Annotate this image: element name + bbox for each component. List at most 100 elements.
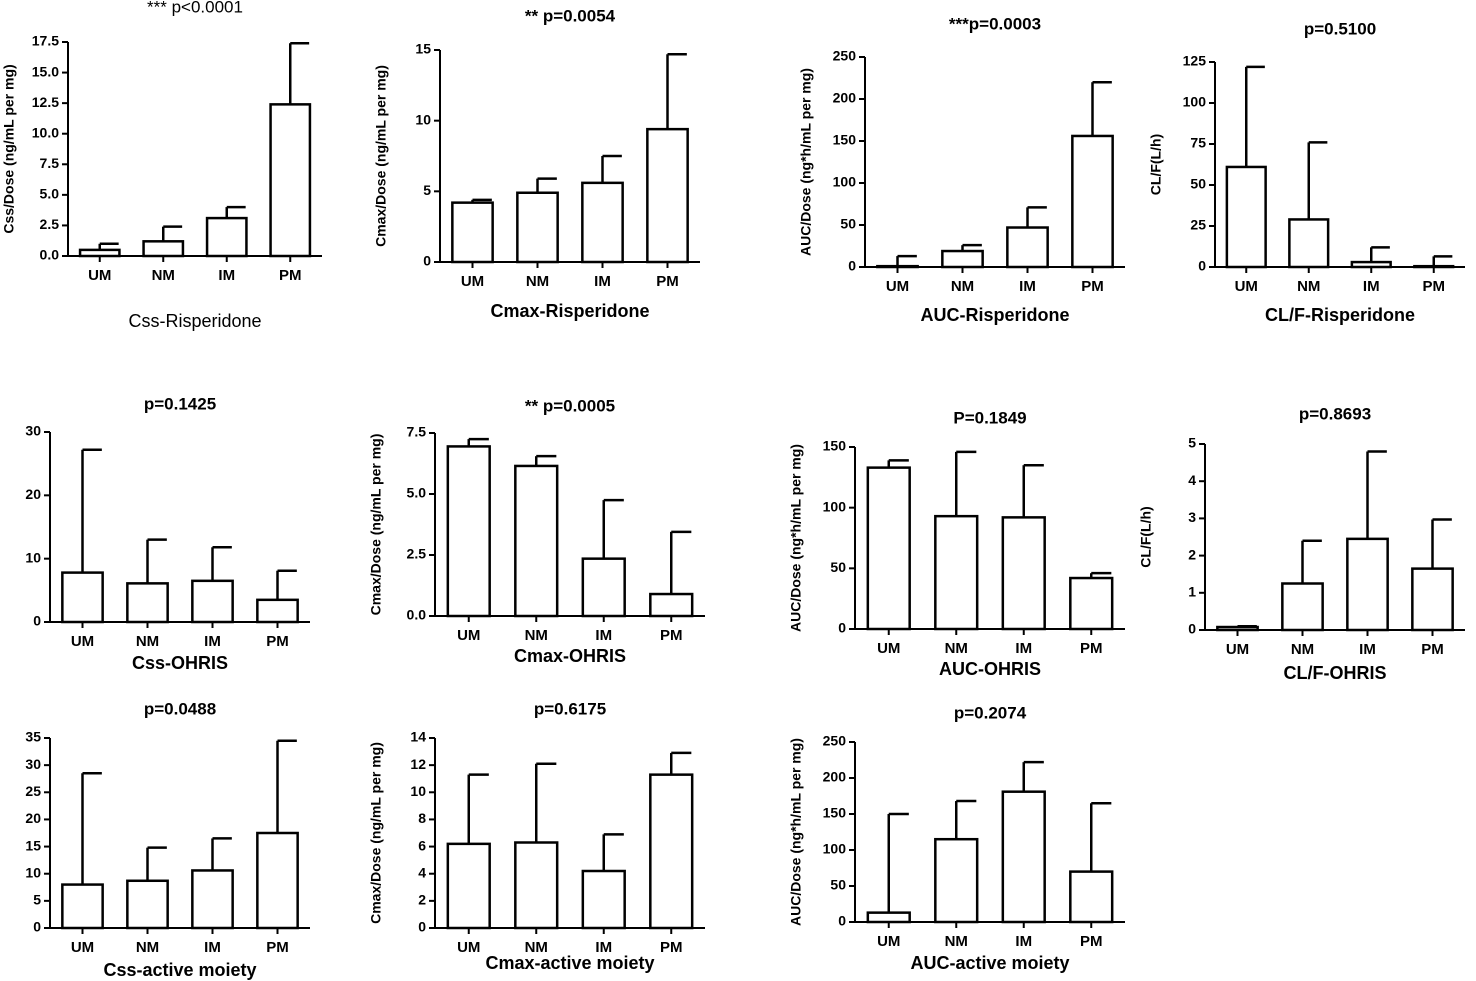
y-tick-label: 0 (1188, 621, 1196, 637)
bar (1069, 576, 1114, 631)
x-tick-label: IM (218, 267, 235, 284)
x-tick-label: IM (1359, 641, 1376, 658)
y-axis-title: AUC/Dose (ng*h/mL per mg) (788, 444, 804, 632)
x-tick-label: PM (1080, 640, 1103, 657)
y-tick-label: 17.5 (32, 33, 59, 49)
y-tick-label: 30 (25, 756, 41, 772)
y-tick-label: 2.5 (407, 546, 427, 562)
y-tick-label: 0 (33, 919, 41, 935)
x-tick-label: NM (1297, 278, 1320, 295)
y-tick-label: 10 (415, 111, 431, 127)
y-tick-label: 0.0 (407, 607, 427, 623)
bar (451, 201, 494, 264)
x-tick-label: UM (71, 633, 94, 650)
y-tick-label: 2 (1188, 546, 1196, 562)
x-tick-label: IM (1015, 640, 1032, 657)
y-tick-label: 6 (418, 837, 426, 853)
bar (1281, 582, 1324, 632)
bar (866, 911, 911, 924)
panel: ** p=0.0054 Cmax-Risperidone Cmax/Dose (ng… (373, 6, 700, 321)
y-tick-label: 50 (830, 877, 846, 893)
bar (934, 837, 979, 924)
y-tick-label: 12.5 (32, 94, 59, 110)
x-tick-label: IM (1363, 278, 1380, 295)
x-axis-title: CL/F-Risperidone (1265, 305, 1415, 325)
x-tick-label: NM (525, 627, 548, 644)
x-tick-label: PM (1423, 278, 1446, 295)
y-tick-label: 5 (33, 892, 41, 908)
x-axis-title: CL/F-OHRIS (1284, 663, 1387, 683)
panel-title: p=0.8693 (1299, 404, 1371, 423)
y-axis-title: CL/F(L/h) (1138, 506, 1154, 567)
bar (581, 181, 624, 264)
x-axis-title: Cmax-Risperidone (490, 301, 649, 321)
bar (1069, 870, 1114, 924)
x-tick-label: NM (945, 640, 968, 657)
y-tick-label: 125 (1183, 53, 1207, 69)
panel-title: ** p=0.0054 (525, 6, 616, 25)
y-tick-label: 75 (1190, 135, 1206, 151)
x-tick-label: PM (660, 939, 683, 956)
bar (256, 598, 299, 624)
y-tick-label: 100 (1183, 94, 1207, 110)
y-tick-label: 150 (823, 438, 847, 454)
x-axis-title: Css-OHRIS (132, 653, 228, 673)
y-axis-title: AUC/Dose (ng*h/mL per mg) (798, 68, 814, 256)
bar (1001, 790, 1046, 924)
y-tick-label: 1 (1188, 584, 1196, 600)
x-axis-title: Cmax-active moiety (485, 953, 654, 973)
bar (516, 191, 559, 264)
y-tick-label: 2.5 (40, 216, 60, 232)
y-tick-label: 8 (418, 810, 426, 826)
bar (446, 445, 491, 618)
panel-title: *** p<0.0001 (147, 0, 243, 16)
y-tick-label: 7.5 (407, 424, 427, 440)
y-tick-label: 200 (833, 90, 857, 106)
x-tick-label: PM (1081, 278, 1104, 295)
x-tick-label: PM (266, 939, 289, 956)
bar (61, 571, 104, 624)
y-tick-label: 200 (823, 769, 847, 785)
panel-title: ** p=0.0005 (525, 396, 615, 415)
y-axis-title: Cmax/Dose (ng/mL per mg) (368, 742, 384, 924)
y-tick-label: 250 (833, 48, 857, 64)
bar (142, 240, 185, 258)
y-tick-label: 10 (410, 783, 426, 799)
x-tick-label: PM (656, 273, 679, 290)
x-tick-label: IM (595, 627, 612, 644)
y-tick-label: 14 (410, 729, 426, 745)
bar (126, 879, 169, 930)
y-tick-label: 20 (25, 486, 41, 502)
x-axis-title: AUC-Risperidone (920, 305, 1069, 325)
bar (269, 103, 312, 258)
y-tick-label: 0 (418, 919, 426, 935)
x-tick-label: UM (457, 627, 480, 644)
y-tick-label: 250 (823, 733, 847, 749)
bar (941, 249, 984, 269)
bar (1413, 264, 1455, 269)
x-tick-label: UM (1226, 641, 1249, 658)
x-tick-label: UM (877, 933, 900, 950)
y-tick-label: 5 (423, 182, 431, 198)
x-tick-label: IM (1015, 933, 1032, 950)
y-tick-label: 100 (833, 174, 857, 190)
bar (646, 127, 689, 264)
x-tick-label: PM (266, 633, 289, 650)
y-tick-label: 0 (33, 613, 41, 629)
x-axis-title: AUC-OHRIS (939, 659, 1041, 679)
y-tick-label: 30 (25, 423, 41, 439)
x-tick-label: PM (1421, 641, 1444, 658)
x-tick-label: IM (1019, 278, 1036, 295)
y-tick-label: 50 (830, 559, 846, 575)
bar (1001, 516, 1046, 631)
x-tick-label: PM (660, 627, 683, 644)
bar (934, 514, 979, 631)
panel-title: p=0.6175 (534, 699, 606, 718)
y-tick-label: 12 (410, 756, 426, 772)
x-tick-label: NM (136, 633, 159, 650)
x-tick-label: UM (457, 939, 480, 956)
bar (1071, 134, 1114, 269)
y-tick-label: 4 (1188, 472, 1196, 488)
